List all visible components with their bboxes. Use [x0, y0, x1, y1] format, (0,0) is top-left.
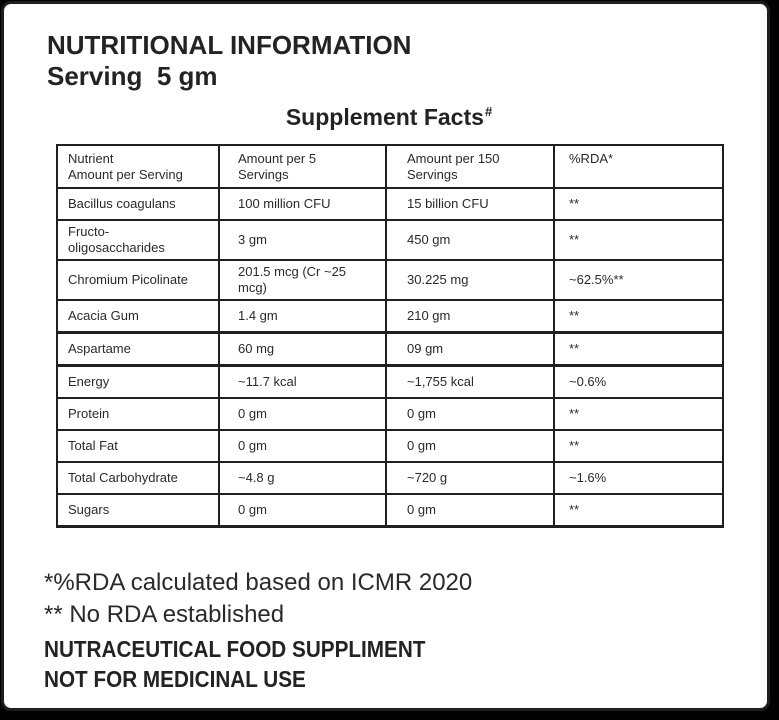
- nutrient-cell: Total Carbohydrate: [56, 461, 220, 495]
- per150-cell: 0 gm: [385, 429, 555, 463]
- nutrient-cell: Energy: [56, 364, 220, 399]
- supplement-type-line-wrap: NUTRACEUTICAL FOOD SUPPLIMENT: [44, 636, 468, 663]
- nutrition-table: Nutrient Amount per Serving Amount per 5…: [56, 144, 724, 528]
- rda-cell: **: [553, 331, 724, 367]
- nutrient-cell: Chromium Picolinate: [56, 259, 220, 301]
- nutrient-cell: Sugars: [56, 493, 220, 528]
- table-row: Chromium Picolinate 201.5 mcg (Cr ~25 mc…: [56, 259, 724, 301]
- per150-cell: 30.225 mg: [385, 259, 555, 301]
- rda-cell: ~0.6%: [553, 364, 724, 399]
- medicinal-use-line: NOT FOR MEDICINAL USE: [44, 666, 306, 692]
- nutrient-cell: Protein: [56, 397, 220, 431]
- per5-cell: ~11.7 kcal: [218, 364, 387, 399]
- per150-cell: 0 gm: [385, 397, 555, 431]
- supplement-facts-heading: Supplement Facts#: [56, 104, 722, 131]
- rda-cell: ~62.5%**: [553, 259, 724, 301]
- col-header-per150: Amount per 150 Servings: [385, 144, 555, 189]
- table-row: Protein 0 gm 0 gm **: [56, 397, 724, 431]
- table-row: Sugars 0 gm 0 gm **: [56, 493, 724, 528]
- header-line: Amount per Serving: [68, 167, 183, 182]
- col-header-per5: Amount per 5 Servings: [218, 144, 387, 189]
- col-header-rda: %RDA*: [553, 144, 724, 189]
- header-line: Amount per 150: [407, 151, 500, 166]
- per5-cell: 3 gm: [218, 219, 387, 261]
- rda-cell: **: [553, 299, 724, 334]
- header-line: Nutrient: [68, 151, 114, 166]
- supplement-facts-superscript: #: [484, 104, 493, 119]
- per5-cell: 1.4 gm: [218, 299, 387, 334]
- per150-cell: 450 gm: [385, 219, 555, 261]
- page-title: NUTRITIONAL INFORMATION: [47, 30, 412, 60]
- rda-footnote: *%RDA calculated based on ICMR 2020: [44, 569, 473, 596]
- nutrient-cell: Acacia Gum: [56, 299, 220, 334]
- per150-cell: 0 gm: [385, 493, 555, 528]
- nutrient-cell: Total Fat: [56, 429, 220, 463]
- rda-cell: **: [553, 429, 724, 463]
- per5-cell: ~4.8 g: [218, 461, 387, 495]
- serving-size: Serving 5 gm: [47, 61, 218, 91]
- nutrient-cell: Fructo-oligosaccharides: [56, 219, 220, 261]
- table-row: Energy ~11.7 kcal ~1,755 kcal ~0.6%: [56, 364, 724, 399]
- medicinal-use-line-wrap: NOT FOR MEDICINAL USE: [44, 666, 335, 693]
- per5-cell: 60 mg: [218, 331, 387, 367]
- header-line: Servings: [238, 167, 289, 182]
- table-row: Bacillus coagulans 100 million CFU 15 bi…: [56, 187, 724, 221]
- per5-cell: 0 gm: [218, 397, 387, 431]
- per5-cell: 100 million CFU: [218, 187, 387, 221]
- table-header-row: Nutrient Amount per Serving Amount per 5…: [56, 144, 724, 189]
- per150-cell: 210 gm: [385, 299, 555, 334]
- table-row: Aspartame 60 mg 09 gm **: [56, 331, 724, 367]
- rda-cell: **: [553, 219, 724, 261]
- rda-cell: ~1.6%: [553, 461, 724, 495]
- header-line: Servings: [407, 167, 458, 182]
- per5-cell: 201.5 mcg (Cr ~25 mcg): [218, 259, 387, 301]
- header-line: Amount per 5: [238, 151, 317, 166]
- per150-cell: 09 gm: [385, 331, 555, 367]
- header-line: %RDA*: [569, 151, 614, 166]
- nutrient-cell: Bacillus coagulans: [56, 187, 220, 221]
- supplement-type-line: NUTRACEUTICAL FOOD SUPPLIMENT: [44, 636, 426, 662]
- per150-cell: 15 billion CFU: [385, 187, 555, 221]
- per150-cell: ~720 g: [385, 461, 555, 495]
- per5-cell: 0 gm: [218, 493, 387, 528]
- header-block: NUTRITIONAL INFORMATION Serving 5 gm: [47, 30, 411, 92]
- per150-cell: ~1,755 kcal: [385, 364, 555, 399]
- per5-cell: 0 gm: [218, 429, 387, 463]
- supplement-facts-title: Supplement Facts: [285, 104, 484, 130]
- rda-cell: **: [553, 187, 724, 221]
- rda-cell: **: [553, 397, 724, 431]
- no-rda-footnote: ** No RDA established: [44, 601, 285, 628]
- col-header-nutrient: Nutrient Amount per Serving: [56, 144, 220, 189]
- label-card: NUTRITIONAL INFORMATION Serving 5 gm Sup…: [1, 1, 770, 711]
- table-row: Total Carbohydrate ~4.8 g ~720 g ~1.6%: [56, 461, 724, 495]
- table-row: Fructo-oligosaccharides 3 gm 450 gm **: [56, 219, 724, 261]
- table-row: Acacia Gum 1.4 gm 210 gm **: [56, 299, 724, 334]
- table-row: Total Fat 0 gm 0 gm **: [56, 429, 724, 463]
- nutrient-cell: Aspartame: [56, 331, 220, 367]
- rda-cell: **: [553, 493, 724, 528]
